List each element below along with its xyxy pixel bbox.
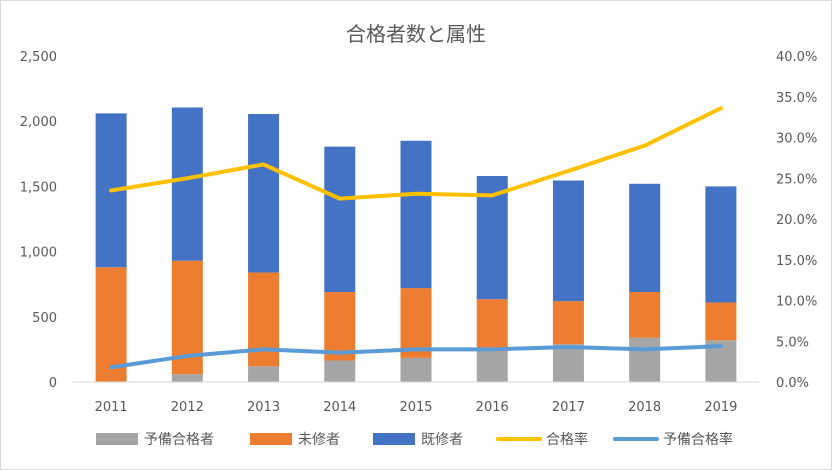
chart-title: 合格者数と属性 <box>346 22 486 46</box>
bar-series <box>95 107 737 382</box>
right-tick-label: 25.0% <box>776 172 817 187</box>
bar-既修者-2019 <box>705 186 737 303</box>
bar-予備合格者-2014 <box>324 360 356 382</box>
legend-label-予備合格者: 予備合格者 <box>144 432 214 448</box>
category-label-2017: 2017 <box>552 400 585 415</box>
category-label-2018: 2018 <box>628 400 661 415</box>
bar-未修者-2017 <box>552 301 584 345</box>
legend: 予備合格者 未修者 既修者 合格率 予備合格率 <box>96 431 733 448</box>
right-tick-label: 40.0% <box>776 50 817 65</box>
bar-予備合格者-2017 <box>552 344 584 382</box>
category-label-2012: 2012 <box>171 400 204 415</box>
legend-swatch-未修者 <box>250 433 292 445</box>
right-tick-label: 0.0% <box>776 376 809 391</box>
legend-label-未修者: 未修者 <box>298 432 340 448</box>
bar-既修者-2018 <box>629 183 661 293</box>
right-tick-label: 15.0% <box>776 254 817 269</box>
bar-既修者-2014 <box>324 146 356 293</box>
category-label-2019: 2019 <box>704 400 737 415</box>
right-tick-label: 35.0% <box>776 91 817 106</box>
bar-予備合格者-2013 <box>248 366 280 382</box>
right-tick-label: 20.0% <box>776 213 817 228</box>
right-tick-label: 5.0% <box>776 335 809 350</box>
legend-label-予備合格率: 予備合格率 <box>663 431 733 448</box>
bar-未修者-2016 <box>476 299 508 352</box>
left-axis-ticks: 0 500 1,000 1,500 2,000 2,500 <box>20 50 57 391</box>
right-axis-ticks: 0.0% 5.0% 10.0% 15.0% 20.0% 25.0% 30.0% 35.0% 40… <box>776 50 817 391</box>
right-tick-label: 30.0% <box>776 132 817 147</box>
bar-既修者-2013 <box>248 114 280 273</box>
left-tick-label: 500 <box>32 311 57 326</box>
bar-予備合格者-2015 <box>400 357 432 382</box>
legend-swatch-既修者 <box>373 433 415 445</box>
bar-既修者-2017 <box>552 180 584 302</box>
bar-未修者-2015 <box>400 288 432 358</box>
legend-label-合格率: 合格率 <box>546 431 588 448</box>
category-label-2016: 2016 <box>476 400 509 415</box>
category-label-2011: 2011 <box>95 400 128 415</box>
right-tick-label: 10.0% <box>776 295 817 310</box>
line-合格率 <box>109 106 723 201</box>
bar-既修者-2015 <box>400 140 432 289</box>
category-label-2014: 2014 <box>323 400 356 415</box>
bar-予備合格者-2018 <box>629 337 661 382</box>
bar-未修者-2019 <box>705 302 737 341</box>
line-予備合格率 <box>109 344 723 370</box>
bar-予備合格者-2016 <box>476 351 508 382</box>
left-tick-label: 1,500 <box>20 180 57 195</box>
category-label-2013: 2013 <box>247 400 280 415</box>
left-tick-label: 0 <box>49 376 57 391</box>
bar-予備合格者-2012 <box>171 374 203 382</box>
left-tick-label: 2,500 <box>20 50 57 65</box>
category-label-2015: 2015 <box>399 400 432 415</box>
line-series <box>109 106 723 370</box>
bar-未修者-2011 <box>95 267 127 382</box>
bar-既修者-2012 <box>171 107 203 261</box>
left-tick-label: 1,000 <box>20 246 57 261</box>
legend-swatch-予備合格者 <box>96 433 138 445</box>
category-labels: 2011 2012 2013 2014 2015 2016 2017 2018 2019 <box>95 400 738 415</box>
left-tick-label: 2,000 <box>20 115 57 130</box>
bar-未修者-2014 <box>324 292 356 361</box>
legend-label-既修者: 既修者 <box>421 432 463 448</box>
bar-未修者-2018 <box>629 292 661 338</box>
